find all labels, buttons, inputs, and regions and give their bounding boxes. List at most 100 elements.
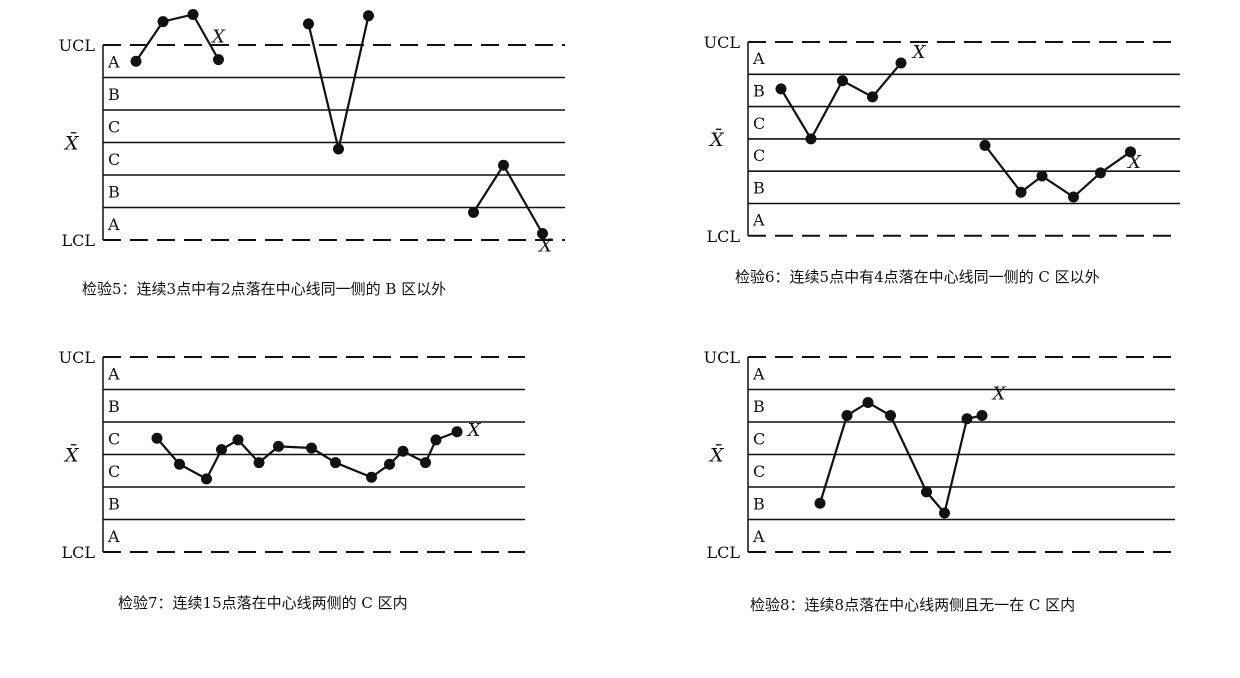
data-point xyxy=(979,139,991,151)
zone-label-a: A xyxy=(752,49,765,68)
violation-mark: X xyxy=(1126,152,1142,173)
data-point xyxy=(366,471,377,483)
data-point xyxy=(862,397,874,408)
data-point xyxy=(1125,146,1136,158)
data-point xyxy=(157,16,169,28)
chart-test8: A B C C B A UCL LCL X̄ X 检验8：连续8点落在中心线两侧且无一在 C 区内 xyxy=(620,340,1240,660)
data-point xyxy=(330,457,341,469)
zone-label-b: B xyxy=(753,81,765,100)
zone-label-b: B xyxy=(108,182,120,201)
data-point xyxy=(213,54,224,66)
series-line xyxy=(156,430,458,481)
data-point xyxy=(174,458,185,470)
zone-label-b: B xyxy=(108,494,120,513)
data-point xyxy=(1036,170,1048,182)
zone-label-c: C xyxy=(108,462,120,481)
data-point xyxy=(537,228,548,239)
zone-label-a: A xyxy=(752,527,765,546)
data-point xyxy=(885,410,896,421)
ucl-label: UCL xyxy=(59,348,96,367)
zone-label-a: A xyxy=(107,52,120,71)
data-point xyxy=(468,206,479,218)
center-line-label: X̄ xyxy=(63,131,80,154)
zone-label-a: A xyxy=(107,215,120,234)
zone-label-c: C xyxy=(753,146,765,165)
zone-label-b: B xyxy=(753,178,765,197)
data-point xyxy=(895,57,907,69)
lcl-label: LCL xyxy=(62,543,96,562)
ucl-label: UCL xyxy=(704,33,741,52)
series-line xyxy=(135,13,220,62)
data-point xyxy=(130,55,142,67)
data-point xyxy=(430,434,442,446)
zone-label-c: C xyxy=(108,117,120,136)
data-point xyxy=(216,444,227,456)
lcl-label: LCL xyxy=(707,227,741,246)
data-point xyxy=(151,432,163,444)
data-point xyxy=(775,83,787,95)
data-point xyxy=(451,426,463,438)
center-line-label: X̄ xyxy=(708,443,725,466)
violation-mark: X xyxy=(991,384,1007,405)
ucl-label: UCL xyxy=(59,36,96,55)
data-point xyxy=(805,133,817,145)
zone-label-b: B xyxy=(753,494,765,513)
violation-mark: X xyxy=(360,0,376,4)
data-point xyxy=(814,497,826,509)
data-point xyxy=(303,18,314,30)
zone-label-c: C xyxy=(753,114,765,133)
data-point xyxy=(232,434,244,446)
zone-label-b: B xyxy=(108,397,120,416)
zone-label-c: C xyxy=(753,429,765,448)
data-point xyxy=(921,486,932,498)
zone-label-a: A xyxy=(752,211,765,230)
data-point xyxy=(397,445,409,457)
data-point xyxy=(1068,191,1079,203)
chart-test7: A B C C B A UCL LCL X̄ X 检验7：连续15点落在中心线两侧的 C 区内 xyxy=(0,340,620,660)
data-point xyxy=(306,442,317,454)
data-point xyxy=(363,10,374,22)
center-line-label: X̄ xyxy=(63,443,80,466)
zone-label-a: A xyxy=(107,527,120,546)
center-line-label: X̄ xyxy=(708,127,725,150)
caption-test5: 检验5：连续3点中有2点落在中心线同一侧的 B 区以外 xyxy=(82,280,447,298)
violation-mark: X xyxy=(210,27,226,48)
lcl-label: LCL xyxy=(62,231,96,250)
data-point xyxy=(939,507,950,519)
zone-label-c: C xyxy=(108,150,120,169)
violation-mark: X xyxy=(911,42,927,63)
data-point xyxy=(976,410,988,421)
zone-label-c: C xyxy=(753,462,765,481)
chart-test6: A B C C B A UCL LCL X̄ X X 检验6：连续5点中有4点落在中心线同一侧的 C… xyxy=(620,0,1240,320)
zone-label-a: A xyxy=(752,364,765,383)
series-line xyxy=(984,144,1132,199)
zone-label-c: C xyxy=(108,429,120,448)
violation-mark: X xyxy=(537,236,553,257)
zone-label-b: B xyxy=(753,397,765,416)
data-point xyxy=(1095,167,1106,179)
data-point xyxy=(187,8,199,20)
violation-mark: X xyxy=(466,420,482,441)
data-point xyxy=(201,473,212,485)
data-point xyxy=(333,143,344,155)
series-line xyxy=(307,15,370,150)
data-point xyxy=(498,159,509,171)
zone-label-b: B xyxy=(108,85,120,104)
data-point xyxy=(867,91,878,103)
data-point xyxy=(253,457,265,469)
data-point xyxy=(273,440,284,452)
data-point xyxy=(1015,186,1027,198)
data-point xyxy=(420,457,431,469)
caption-test8: 检验8：连续8点落在中心线两侧且无一在 C 区内 xyxy=(750,596,1076,614)
caption-test7: 检验7：连续15点落在中心线两侧的 C 区内 xyxy=(118,594,408,612)
data-point xyxy=(961,413,973,425)
data-point xyxy=(384,458,395,470)
zone-label-a: A xyxy=(107,364,120,383)
lcl-label: LCL xyxy=(707,543,741,562)
caption-test6: 检验6：连续5点中有4点落在中心线同一侧的 C 区以外 xyxy=(735,268,1100,286)
data-point xyxy=(837,75,848,87)
